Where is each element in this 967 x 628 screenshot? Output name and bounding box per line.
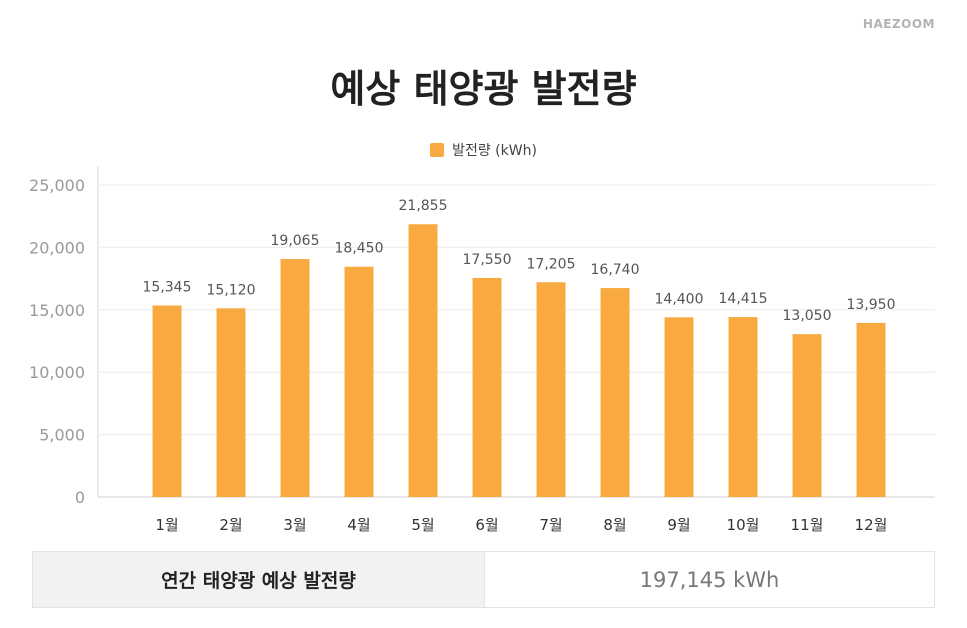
bar-value-label: 21,855 bbox=[399, 198, 448, 214]
y-tick-label: 10,000 bbox=[29, 363, 85, 382]
x-tick-label: 1월 bbox=[155, 516, 178, 534]
annual-summary-label: 연간 태양광 예상 발전량 bbox=[33, 552, 485, 607]
legend-label: 발전량 (kWh) bbox=[452, 143, 537, 159]
x-tick-label: 9월 bbox=[667, 516, 690, 534]
bar-value-label: 14,415 bbox=[719, 291, 768, 307]
x-tick-label: 8월 bbox=[603, 516, 626, 534]
x-tick-label: 7월 bbox=[539, 516, 562, 534]
bar-value-label: 17,205 bbox=[527, 256, 576, 272]
bars bbox=[152, 224, 886, 497]
bar-value-label: 18,450 bbox=[335, 241, 384, 257]
bar-value-label: 14,400 bbox=[655, 291, 704, 307]
y-tick-label: 15,000 bbox=[29, 301, 85, 320]
chart-legend: 발전량 (kWh) bbox=[0, 140, 967, 160]
bar-value-label: 13,050 bbox=[783, 308, 832, 324]
x-tick-label: 6월 bbox=[475, 516, 498, 534]
bar bbox=[600, 288, 630, 497]
brand-logo-text: HAEZOOM bbox=[862, 17, 935, 31]
chart-title: 예상 태양광 발전량 bbox=[330, 67, 637, 111]
legend-swatch bbox=[430, 143, 445, 157]
bar-value-label: 15,345 bbox=[143, 279, 192, 295]
bar bbox=[792, 334, 822, 497]
bar bbox=[664, 317, 694, 497]
bar-value-label: 16,740 bbox=[591, 262, 640, 278]
x-tick-label: 2월 bbox=[219, 516, 242, 534]
data-labels: 15,345 15,120 19,065 18,450 21,855 17,550 17,2… bbox=[143, 198, 896, 324]
y-tick-label: 5,000 bbox=[39, 426, 85, 445]
bar bbox=[536, 282, 566, 497]
bar bbox=[216, 308, 246, 497]
y-tick-label: 0 bbox=[75, 488, 85, 507]
x-tick-label: 11월 bbox=[791, 516, 824, 534]
annual-summary: 연간 태양광 예상 발전량 197,145 kWh bbox=[32, 551, 935, 608]
annual-summary-value: 197,145 kWh bbox=[485, 552, 934, 607]
bar bbox=[472, 277, 502, 497]
bar bbox=[856, 322, 886, 497]
bar bbox=[152, 305, 182, 497]
x-tick-label: 3월 bbox=[283, 516, 306, 534]
y-tick-label: 20,000 bbox=[29, 238, 85, 257]
bar-value-label: 17,550 bbox=[463, 252, 512, 268]
bar bbox=[280, 259, 310, 497]
y-tick-label: 25,000 bbox=[29, 176, 85, 195]
bar-value-label: 15,120 bbox=[207, 282, 256, 298]
x-tick-label: 5월 bbox=[411, 516, 434, 534]
x-tick-label: 12월 bbox=[855, 516, 888, 534]
bar bbox=[408, 224, 438, 497]
bar-value-label: 13,950 bbox=[847, 297, 896, 313]
y-axis-ticks: 0 5,000 10,000 15,000 20,000 25,000 bbox=[29, 176, 85, 507]
x-axis-ticks: 1월 2월 3월 4월 5월 6월 7월 8월 9월 10월 11월 12월 bbox=[155, 516, 887, 534]
bar bbox=[344, 266, 374, 497]
x-tick-label: 4월 bbox=[347, 516, 370, 534]
bar-value-label: 19,065 bbox=[271, 233, 320, 249]
bar bbox=[728, 317, 758, 497]
x-tick-label: 10월 bbox=[727, 516, 760, 534]
